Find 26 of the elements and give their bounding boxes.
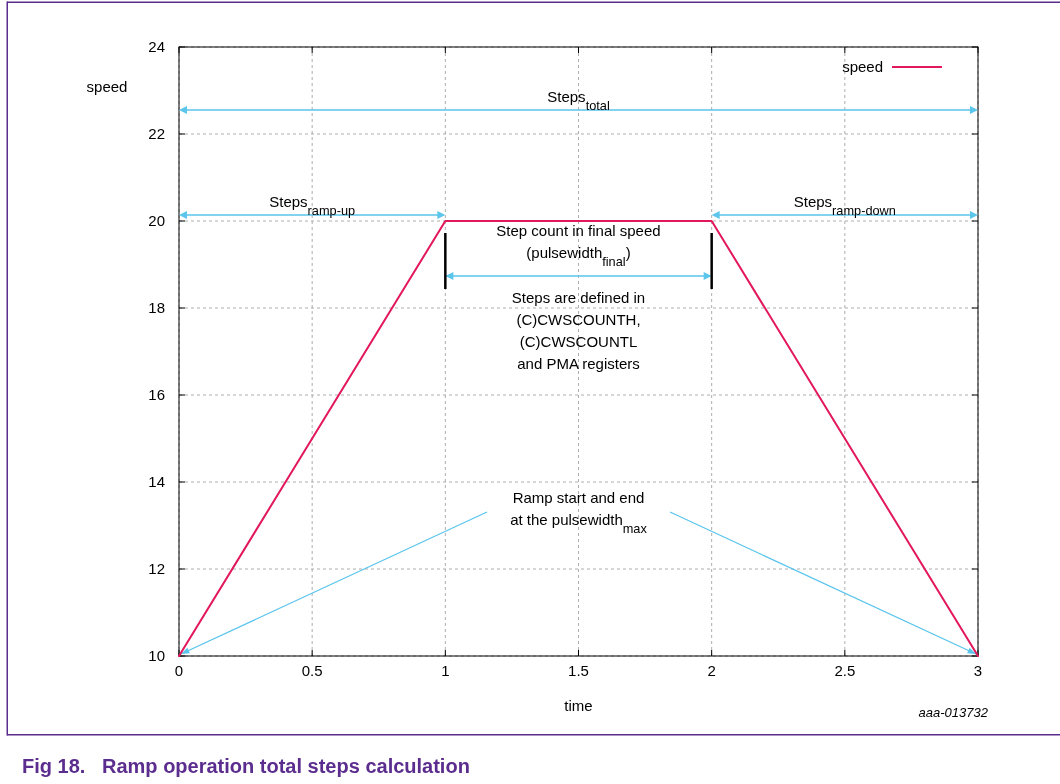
x-tick-label: 0: [174, 662, 184, 679]
legend-label: speed: [842, 58, 883, 75]
x-axis-title: time: [564, 697, 593, 714]
annotation: Steps$_{ramp-up}$: [269, 193, 356, 218]
y-tick-label: 16: [148, 386, 165, 403]
annotation: Steps$_{total}$: [547, 88, 610, 113]
y-tick-label: 14: [148, 473, 165, 490]
x-tick-label: 0.5: [301, 662, 323, 679]
y-tick-label: 18: [148, 299, 165, 316]
x-tick-label: 3: [973, 662, 983, 679]
y-tick-label: 24: [148, 38, 165, 55]
y-tick-label: 10: [148, 647, 165, 664]
y-tick-label: 22: [148, 125, 165, 142]
annotation: Ramp start and end at the pulsewidth$_{max}$: [510, 489, 648, 536]
text: aaa-013732: [918, 705, 989, 720]
x-tick-label: 2: [707, 662, 716, 679]
text: Fig 18. Ramp operation total steps calculation: [22, 755, 470, 777]
x-tick-label: 1.5: [568, 662, 589, 679]
annotation: Steps$_{ramp-down}$: [793, 193, 896, 218]
annotation: Steps are defined in (C)CWSCOUNTH, (C)CWSCOUNTL and PMA registers: [511, 289, 646, 372]
x-tick-label: 2.5: [834, 662, 856, 679]
y-axis-title: speed: [86, 78, 128, 95]
y-tick-label: 20: [148, 212, 165, 229]
annotation: Step count in final speed (pulsewidth$_{final}$): [496, 222, 661, 269]
x-tick-label: 1: [441, 662, 450, 679]
y-tick-label: 12: [148, 560, 165, 577]
